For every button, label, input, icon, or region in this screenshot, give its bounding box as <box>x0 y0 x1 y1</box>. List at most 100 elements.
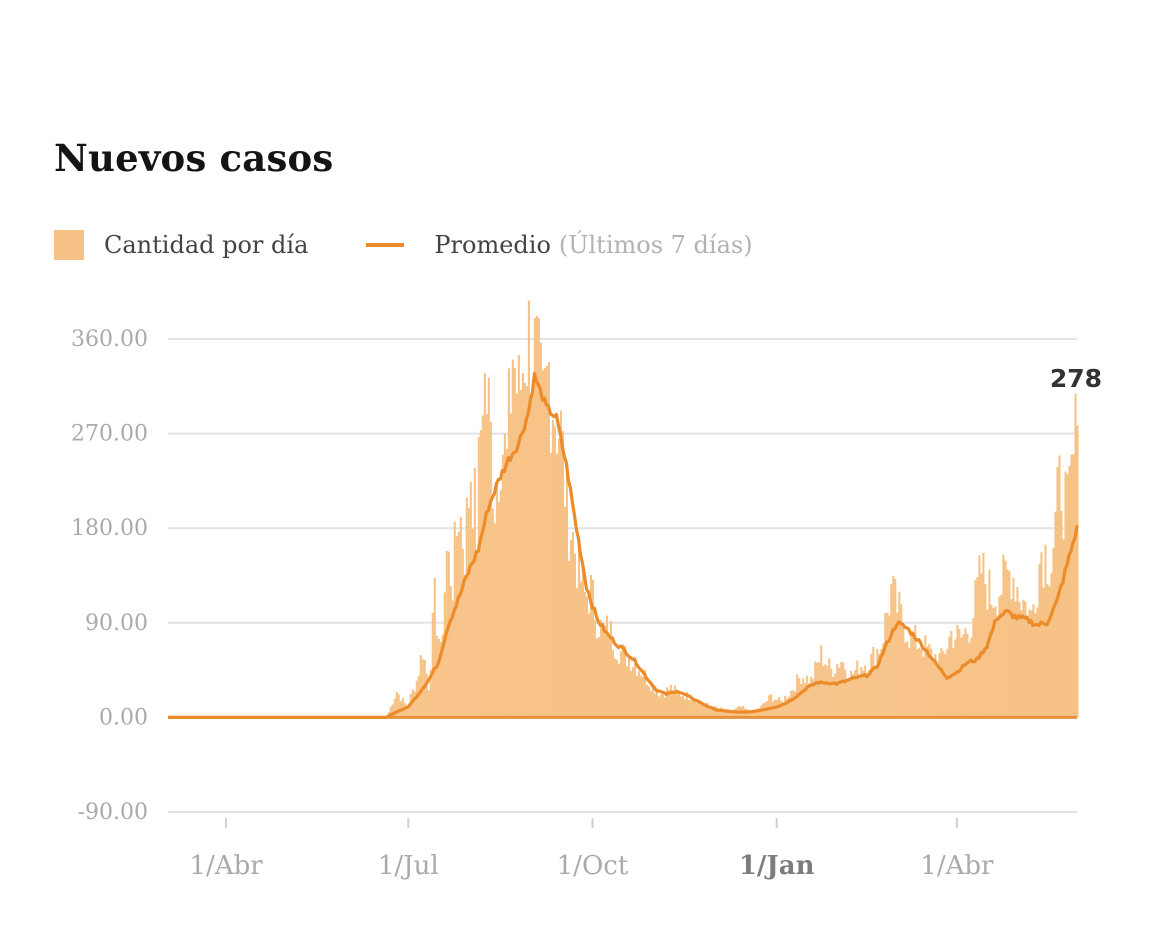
daily-bar <box>676 689 679 718</box>
daily-bar <box>1044 544 1047 718</box>
daily-bar <box>1052 548 1055 718</box>
daily-bar <box>718 708 721 718</box>
daily-bar <box>968 642 971 718</box>
daily-bar <box>515 393 518 718</box>
daily-bar <box>688 699 691 718</box>
daily-bar <box>491 508 494 718</box>
y-tick-label: 0.00 <box>99 705 148 730</box>
daily-bar <box>437 638 440 718</box>
daily-bar <box>499 490 502 718</box>
daily-bar <box>599 619 603 718</box>
daily-bar <box>527 300 530 718</box>
daily-bar <box>672 691 675 718</box>
legend-line-swatch <box>366 243 405 247</box>
daily-bar <box>439 641 442 718</box>
daily-bar <box>509 413 512 718</box>
daily-bar <box>1040 552 1043 718</box>
daily-bar <box>858 675 861 718</box>
daily-bar <box>1028 609 1031 718</box>
daily-bar <box>637 671 641 718</box>
daily-bar <box>928 643 931 718</box>
daily-bar <box>503 433 506 718</box>
daily-bar <box>788 696 791 718</box>
daily-bar <box>850 670 853 718</box>
daily-bar <box>1000 594 1003 718</box>
daily-bar <box>663 697 667 718</box>
daily-bar <box>876 649 879 718</box>
daily-bar <box>802 678 805 718</box>
daily-bar <box>1026 622 1029 718</box>
daily-bar <box>639 675 643 718</box>
daily-bar <box>854 670 857 718</box>
daily-bar <box>974 580 977 718</box>
daily-bar <box>1010 599 1013 718</box>
daily-bar <box>453 521 456 718</box>
daily-bar <box>982 552 985 718</box>
daily-bar <box>579 581 583 718</box>
daily-bar <box>567 561 570 718</box>
daily-bar <box>932 661 935 718</box>
daily-bar <box>483 373 486 718</box>
daily-bar <box>710 707 713 718</box>
daily-bar <box>537 318 540 718</box>
daily-bar <box>668 689 671 718</box>
daily-bar <box>906 641 909 718</box>
daily-bar <box>529 400 532 718</box>
daily-bar <box>842 662 845 718</box>
daily-bar <box>892 575 895 718</box>
daily-bar <box>647 686 651 718</box>
daily-bar <box>1032 604 1035 718</box>
daily-bar <box>870 653 873 718</box>
daily-bar <box>806 675 809 718</box>
daily-bar <box>413 691 416 718</box>
daily-bar <box>716 707 719 718</box>
daily-bar <box>792 690 795 718</box>
daily-bar <box>922 656 925 718</box>
daily-bar <box>810 676 813 718</box>
daily-bar <box>886 612 889 718</box>
legend-bar-label: Cantidad por día <box>104 231 309 259</box>
daily-bar <box>513 367 516 718</box>
daily-bar <box>547 362 550 718</box>
daily-bar <box>690 700 693 718</box>
daily-bar <box>962 634 965 718</box>
daily-bar <box>1054 511 1057 718</box>
daily-bar <box>489 421 492 718</box>
daily-bar <box>665 687 669 718</box>
daily-bar <box>563 506 566 718</box>
daily-bar <box>924 635 927 718</box>
x-tick-label: 1/Jul <box>378 851 439 881</box>
daily-bar <box>726 708 729 718</box>
daily-bar <box>449 586 452 718</box>
daily-bar <box>836 664 839 718</box>
daily-bar <box>920 649 923 718</box>
daily-bar <box>1072 454 1075 718</box>
daily-bar <box>395 691 398 718</box>
daily-bar <box>790 690 793 718</box>
legend-line-label: Promedio <box>434 231 551 259</box>
daily-bar <box>840 662 843 718</box>
last-value-label: 278 <box>1050 364 1102 393</box>
x-tick-label: 1/Abr <box>920 851 994 881</box>
daily-bar <box>1038 563 1041 718</box>
daily-bar <box>531 386 534 718</box>
daily-bar <box>834 673 837 718</box>
daily-bar <box>732 710 735 718</box>
daily-bar <box>583 591 587 718</box>
daily-bar <box>549 452 552 718</box>
daily-bar <box>545 365 548 718</box>
daily-bar <box>487 377 490 718</box>
daily-bar <box>641 676 645 718</box>
daily-bar <box>864 665 867 718</box>
daily-bar <box>986 609 989 718</box>
daily-bar <box>643 670 647 718</box>
daily-bar <box>862 670 865 718</box>
daily-bar <box>896 612 899 718</box>
daily-bar <box>615 659 619 718</box>
y-tick-label: 180.00 <box>71 516 148 541</box>
daily-bar <box>696 703 699 718</box>
daily-bar <box>455 536 458 718</box>
daily-bar <box>916 649 919 718</box>
daily-bar <box>990 604 993 718</box>
daily-bar <box>794 691 797 718</box>
